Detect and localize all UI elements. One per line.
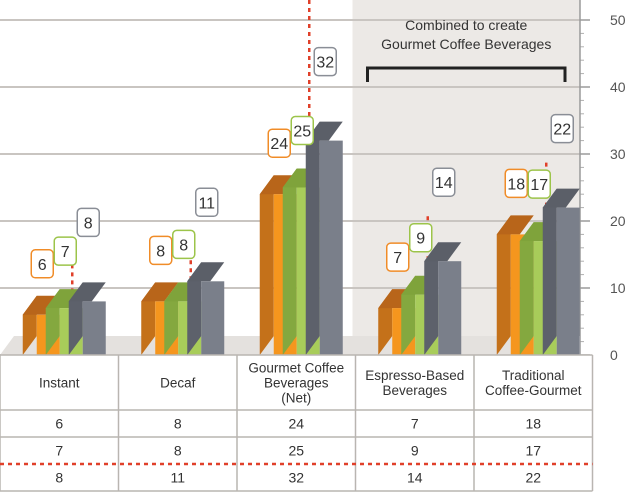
bar-top (496, 215, 534, 235)
category-label: Beverages (382, 383, 447, 398)
category-label: Instant (39, 376, 80, 391)
value-label-box (504, 168, 528, 199)
value-label: 14 (435, 175, 453, 192)
table-value: 25 (288, 443, 304, 459)
table-value: 32 (288, 470, 304, 486)
bar-side (519, 222, 534, 355)
value-label: 25 (293, 124, 311, 141)
value-label: 17 (530, 177, 548, 194)
value-label-box (195, 187, 219, 218)
category-label: Espresso-Based (365, 368, 464, 383)
bar-top (305, 121, 343, 141)
table-value: 9 (411, 443, 419, 459)
category-label: Decaf (160, 376, 196, 391)
y-tick-label: 50 (610, 12, 626, 28)
value-label: 24 (270, 136, 288, 153)
y-tick-label: 0 (610, 347, 618, 363)
value-label-box (53, 236, 77, 266)
bar-top (68, 282, 106, 302)
bar (319, 140, 343, 355)
bar-side (542, 188, 557, 355)
value-label-box (432, 167, 456, 197)
value-label: 6 (38, 257, 47, 274)
value-label-box (149, 235, 173, 266)
table-value: 7 (411, 416, 419, 432)
value-label: 7 (393, 250, 402, 267)
bar-side (424, 242, 439, 355)
bar (556, 207, 580, 355)
y-tick-label: 30 (610, 146, 626, 162)
value-label: 11 (198, 195, 215, 212)
bar-side (259, 175, 274, 355)
bar-top (187, 262, 225, 282)
value-label: 22 (553, 122, 571, 139)
data-table (0, 355, 593, 491)
bar-top (141, 282, 179, 302)
category-label: Gourmet Coffee (248, 361, 344, 376)
value-label: 8 (156, 243, 165, 260)
table-value: 8 (174, 443, 182, 459)
value-label: 32 (316, 55, 334, 72)
value-label: 9 (416, 231, 425, 248)
value-label-box (30, 249, 54, 279)
value-label: 7 (61, 244, 70, 261)
value-label: 8 (179, 237, 188, 254)
table-value: 24 (288, 416, 304, 432)
bar-side (282, 168, 297, 355)
value-label-box (386, 242, 410, 272)
category-label: Traditional (502, 368, 565, 383)
value-label-box (172, 229, 196, 260)
annotation-text: Combined to create (405, 17, 527, 33)
y-tick-label: 20 (610, 213, 626, 229)
bar-side (305, 121, 320, 355)
category-label: (Net) (281, 391, 311, 406)
bar (438, 261, 462, 355)
bar-top (45, 289, 83, 309)
category-label: Beverages (264, 376, 329, 391)
table-value: 6 (55, 416, 63, 432)
bar-side (401, 275, 416, 355)
annotation-bracket (366, 66, 567, 82)
y-tick-label: 10 (610, 280, 626, 296)
bar-top (542, 188, 580, 208)
bar-top (22, 295, 60, 315)
table-value: 18 (525, 416, 541, 432)
value-label-box (290, 115, 314, 146)
bar-top (424, 242, 462, 262)
table-value: 11 (170, 470, 185, 486)
bar (82, 301, 106, 355)
value-label-box (267, 128, 291, 158)
table-value: 17 (525, 443, 541, 459)
value-label-box (313, 46, 337, 77)
table-value: 8 (174, 416, 182, 432)
category-label: Coffee-Gourmet (485, 383, 582, 398)
bar-top (259, 175, 297, 195)
value-label-box (409, 222, 433, 253)
value-label-box (527, 169, 551, 199)
bar-side (496, 215, 511, 355)
value-label: 8 (84, 215, 93, 232)
value-label-box (76, 207, 100, 238)
bar-side (187, 262, 202, 355)
value-label-box (550, 113, 574, 144)
table-value: 7 (55, 443, 63, 459)
value-label: 18 (507, 176, 525, 193)
table-value: 14 (407, 470, 423, 486)
bar (201, 281, 225, 355)
annotation-text: Gourmet Coffee Beverages (381, 36, 551, 52)
table-value: 22 (525, 470, 541, 486)
y-tick-label: 40 (610, 79, 626, 95)
table-value: 8 (55, 470, 63, 486)
